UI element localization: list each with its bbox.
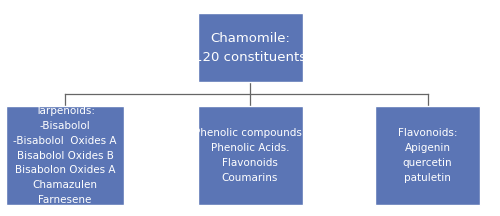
Text: Tarpenoids:
-Bisabolol
-Bisabolol  Oxides A
Bisabolol Oxides B
Bisabolon Oxides : Tarpenoids: -Bisabolol -Bisabolol Oxides…: [13, 106, 117, 205]
FancyBboxPatch shape: [375, 106, 480, 205]
FancyBboxPatch shape: [6, 106, 124, 205]
FancyBboxPatch shape: [198, 13, 302, 82]
Text: Chamomile:
120 constituents: Chamomile: 120 constituents: [194, 32, 306, 64]
FancyBboxPatch shape: [198, 106, 302, 205]
Text: Phenolic compounds:
Phenolic Acids.
Flavonoids
Coumarins: Phenolic compounds: Phenolic Acids. Flav…: [194, 128, 306, 183]
Text: Flavonoids:
Apigenin
quercetin
patuletin: Flavonoids: Apigenin quercetin patuletin: [398, 128, 457, 183]
